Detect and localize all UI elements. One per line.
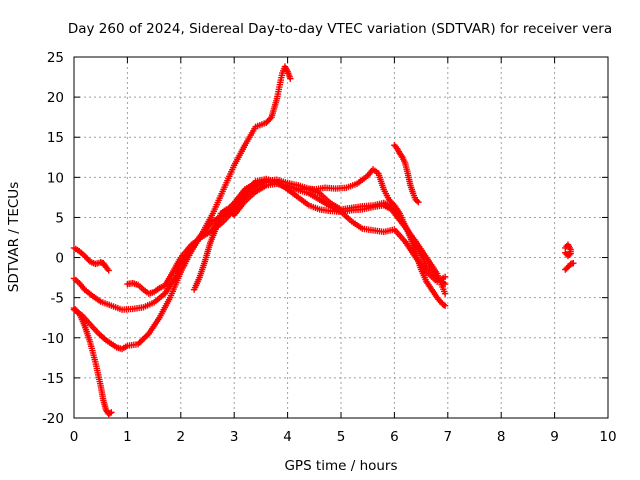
- y-axis-label: SDTVAR / TECUs: [6, 182, 22, 292]
- data-point: [108, 409, 115, 416]
- data-point: [267, 115, 274, 122]
- data-point: [570, 259, 577, 267]
- data-point: [415, 199, 422, 206]
- data-point: [441, 290, 449, 297]
- x-tick-label: 0: [70, 429, 79, 445]
- series-track-a: [70, 244, 112, 274]
- series-track-h: [391, 142, 422, 206]
- series-track-g: [209, 178, 449, 297]
- data-markers: [70, 63, 577, 418]
- x-tick-label: 5: [337, 429, 346, 445]
- x-tick-label: 9: [550, 429, 559, 445]
- x-tick-label: 2: [177, 429, 186, 445]
- data-point: [105, 267, 112, 274]
- y-tick-label: 25: [47, 50, 64, 66]
- chart-title: Day 260 of 2024, Sidereal Day-to-day VTE…: [68, 21, 612, 37]
- data-point: [441, 302, 449, 309]
- tick-labels: 0 1 2 3 4 5 6 7 8 9 10 -20 -15 -10 -5 0 5 10 15 20 25: [42, 50, 617, 445]
- series-track-j: [562, 259, 577, 273]
- data-point: [398, 152, 405, 160]
- y-tick-label: -20: [42, 411, 64, 427]
- y-tick-label: -5: [51, 291, 64, 307]
- y-tick-label: -10: [42, 331, 64, 347]
- data-point: [413, 197, 421, 205]
- data-point: [562, 249, 569, 256]
- y-tick-label: 20: [47, 90, 64, 106]
- x-tick-label: 8: [497, 429, 506, 445]
- data-point: [137, 338, 145, 345]
- data-point: [140, 335, 148, 342]
- series-track-c: [70, 304, 115, 418]
- y-tick-label: 0: [55, 251, 64, 267]
- y-tick-label: -15: [42, 371, 64, 387]
- y-tick-label: 5: [55, 210, 64, 226]
- x-axis-label: GPS time / hours: [284, 458, 397, 474]
- grid: [74, 57, 608, 418]
- y-tick-label: 10: [47, 170, 64, 186]
- axis-ticks: [73, 56, 609, 419]
- x-tick-label: 7: [444, 429, 453, 445]
- y-tick-label: 15: [47, 130, 64, 146]
- data-point: [287, 75, 294, 82]
- data-point: [441, 273, 449, 281]
- x-tick-label: 4: [283, 429, 292, 445]
- x-tick-label: 6: [390, 429, 399, 445]
- data-point: [106, 409, 114, 417]
- series-track-d: [70, 63, 294, 353]
- series-track-i: [562, 241, 574, 260]
- data-point: [142, 333, 149, 340]
- x-tick-label: 3: [230, 429, 239, 445]
- x-tick-label: 1: [123, 429, 132, 445]
- data-point: [440, 301, 447, 309]
- x-tick-label: 10: [599, 429, 616, 445]
